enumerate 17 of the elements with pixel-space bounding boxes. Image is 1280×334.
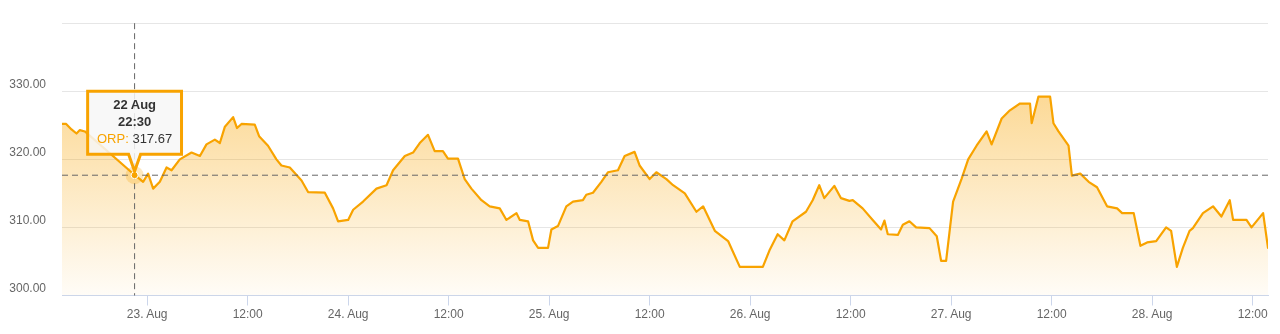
y-tick-label: 320.00 — [9, 144, 47, 159]
x-tick-label: 12:00 — [232, 307, 263, 322]
y-tick-label: 310.00 — [9, 212, 47, 227]
x-tick-label: 12:00 — [634, 307, 665, 322]
x-tick-label: 23. Aug — [126, 307, 168, 322]
x-tick-label: 25. Aug — [528, 307, 570, 322]
x-tick-label: 26. Aug — [729, 307, 771, 322]
annotation: 22 Aug 22:30 ORP: 317.67 — [97, 97, 173, 147]
y-tick-label: 330.00 — [9, 76, 47, 91]
x-tick-label: 12:00 — [835, 307, 866, 322]
y-tick-label: 300.00 — [9, 280, 47, 295]
x-tick-label: 12:00 — [433, 307, 464, 322]
x-tick-label: 24. Aug — [327, 307, 369, 322]
x-tick-label: 12:00 — [1237, 307, 1268, 322]
x-tick-label: 27. Aug — [930, 307, 972, 322]
x-tick-label: 28. Aug — [1131, 307, 1173, 322]
x-tick-label: 12:00 — [1036, 307, 1067, 322]
